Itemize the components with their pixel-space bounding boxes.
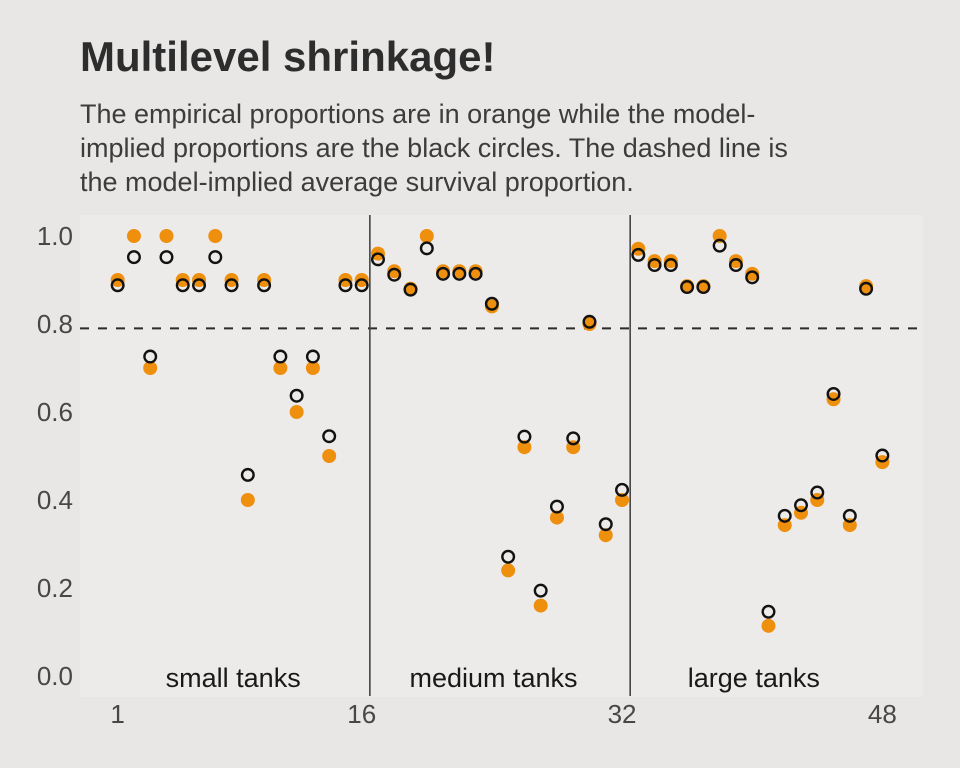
- model-implied-proportion-point: [549, 499, 564, 514]
- y-axis-tick-label: 0.4: [37, 485, 73, 515]
- model-implied-proportion-point: [126, 250, 141, 265]
- model-implied-proportion-point: [354, 278, 369, 293]
- empirical-proportion-point: [305, 361, 320, 375]
- empirical-proportion-point: [728, 254, 743, 269]
- page-subtitle: The empirical proportions are in orange …: [80, 97, 788, 199]
- model-implied-proportion-point: [647, 258, 662, 273]
- model-implied-proportion-point: [566, 431, 581, 446]
- empirical-proportion-point: [452, 264, 467, 279]
- model-implied-proportion-point: [761, 604, 776, 619]
- empirical-proportion-point: [761, 618, 776, 633]
- model-implied-proportion-point: [680, 280, 695, 295]
- subtitle-line-3: the model-implied average survival propo…: [80, 167, 634, 197]
- model-implied-proportion-point: [370, 252, 385, 267]
- empirical-proportion-point: [745, 266, 760, 281]
- empirical-proportion-point: [533, 598, 548, 613]
- empirical-proportion-point: [419, 229, 434, 243]
- subtitle-line-2: implied proportions are the black circle…: [80, 133, 788, 163]
- y-axis-tick-label: 0.0: [37, 661, 73, 691]
- page-title: Multilevel shrinkage!: [80, 33, 496, 80]
- section-label: small tanks: [166, 663, 301, 693]
- subtitle-line-1: The empirical proportions are in orange …: [80, 99, 756, 129]
- empirical-proportion-point: [517, 440, 532, 455]
- empirical-proportion-point: [322, 449, 337, 463]
- empirical-proportion-point: [663, 254, 678, 269]
- empirical-proportion-point: [273, 361, 288, 375]
- empirical-proportion-point: [126, 229, 141, 243]
- empirical-proportion-point: [208, 229, 223, 243]
- model-implied-proportion-point: [419, 241, 434, 256]
- empirical-proportion-point: [549, 510, 564, 525]
- model-implied-proportion-point: [338, 278, 353, 293]
- model-implied-proportion-point: [794, 498, 809, 513]
- model-implied-proportion-point: [501, 549, 516, 564]
- model-implied-proportion-point: [696, 280, 711, 295]
- empirical-proportion-point: [859, 279, 874, 294]
- model-implied-proportion-point: [322, 429, 337, 444]
- model-implied-proportion-point: [257, 278, 272, 293]
- y-axis-tick-label: 1.0: [37, 221, 73, 251]
- model-implied-proportion-point: [810, 485, 825, 500]
- section-label: medium tanks: [409, 663, 577, 693]
- empirical-proportion-point: [615, 493, 630, 507]
- y-axis-tick-label: 0.2: [37, 573, 73, 603]
- model-implied-proportion-point: [387, 267, 402, 282]
- model-implied-proportion-point: [745, 270, 760, 285]
- empirical-proportion-point: [501, 563, 516, 578]
- model-implied-proportion-point: [582, 314, 597, 329]
- model-implied-proportion-point: [110, 278, 125, 293]
- empirical-proportion-point: [143, 361, 158, 375]
- empirical-proportion-point: [387, 264, 402, 279]
- empirical-proportion-point: [484, 299, 499, 314]
- empirical-proportion-point: [468, 264, 483, 279]
- model-implied-proportion-point: [159, 250, 174, 265]
- x-axis-tick-label: 32: [608, 699, 637, 729]
- empirical-proportion-point: [712, 229, 727, 243]
- empirical-proportion-point: [598, 528, 613, 543]
- model-implied-proportion-point: [468, 266, 483, 281]
- model-implied-proportion-point: [842, 508, 857, 523]
- empirical-proportion-point: [647, 254, 662, 269]
- section-label: large tanks: [688, 663, 820, 693]
- model-implied-proportion-point: [143, 349, 158, 364]
- model-implied-proportion-point: [826, 386, 841, 401]
- model-implied-proportion-point: [208, 250, 223, 265]
- model-implied-proportion-point: [859, 281, 874, 296]
- model-implied-proportion-point: [712, 238, 727, 253]
- empirical-proportion-point: [436, 264, 451, 279]
- model-implied-proportion-point: [598, 517, 613, 532]
- model-implied-proportion-point: [875, 448, 890, 463]
- x-axis-tick-label: 16: [347, 699, 376, 729]
- empirical-proportion-point: [240, 493, 255, 507]
- empirical-proportion-point: [159, 229, 174, 243]
- x-axis-tick-label: 1: [110, 699, 124, 729]
- model-implied-proportion-point: [305, 349, 320, 364]
- model-implied-proportion-point: [175, 278, 190, 293]
- model-implied-proportion-point: [452, 266, 467, 281]
- model-implied-proportion-point: [289, 388, 304, 403]
- model-implied-proportion-point: [533, 583, 548, 598]
- model-implied-proportion-point: [224, 278, 239, 293]
- model-implied-proportion-point: [631, 247, 646, 262]
- model-implied-proportion-point: [728, 258, 743, 273]
- y-axis-tick-label: 0.8: [37, 309, 73, 339]
- model-implied-proportion-point: [436, 266, 451, 281]
- model-implied-proportion-point: [240, 467, 255, 482]
- model-implied-proportion-point: [517, 429, 532, 444]
- model-implied-proportion-point: [777, 508, 792, 523]
- model-implied-proportion-point: [192, 278, 207, 293]
- model-implied-proportion-point: [273, 349, 288, 364]
- model-implied-proportion-point: [615, 482, 630, 497]
- model-implied-proportion-point: [403, 282, 418, 297]
- plot-panel: [80, 215, 923, 697]
- model-implied-proportion-point: [484, 296, 499, 311]
- model-implied-proportion-point: [663, 258, 678, 273]
- x-axis-tick-label: 48: [868, 699, 897, 729]
- empirical-proportion-point: [289, 405, 304, 419]
- y-axis-tick-label: 0.6: [37, 397, 73, 427]
